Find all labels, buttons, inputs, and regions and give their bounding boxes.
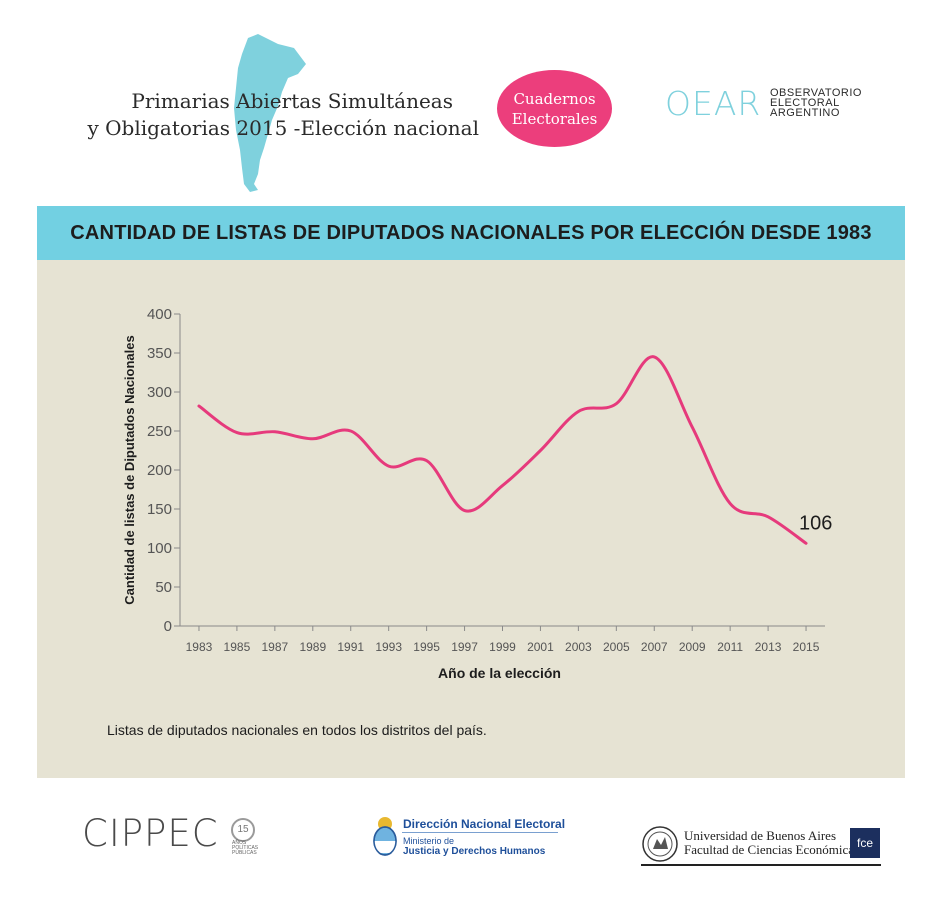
- oear-logo-text: OBSERVATORIO ELECTORAL ARGENTINO: [770, 87, 862, 119]
- x-tick-label: 1991: [337, 640, 364, 654]
- y-tick-label: 200: [147, 462, 172, 479]
- x-tick-label: 2001: [527, 640, 554, 654]
- cippec-sub-1: AÑOS: [232, 840, 247, 846]
- uba-seal-icon: [642, 826, 678, 862]
- y-tick-label: 0: [164, 618, 172, 635]
- fce-logo: fce: [850, 828, 880, 858]
- dne-title: Dirección Nacional Electoral: [403, 817, 566, 831]
- y-tick-label: 150: [147, 501, 172, 518]
- oear-logo: OEAR: [665, 84, 762, 123]
- header-title-line1: Primarias Abiertas Simultáneas: [131, 89, 453, 113]
- dne-divider: [402, 832, 558, 833]
- x-tick-label: 1995: [413, 640, 440, 654]
- header-title-line2: y Obligatorias 2015 -Elección nacional: [87, 116, 479, 140]
- x-tick-label: 1989: [299, 640, 326, 654]
- dne-ministry-name: Justicia y Derechos Humanos: [403, 846, 546, 857]
- dne-ministry: Ministerio de: [403, 836, 455, 846]
- x-tick-label: 1993: [375, 640, 402, 654]
- chart-footnote: Listas de diputados nacionales en todos …: [107, 722, 487, 738]
- x-tick-label: 2013: [755, 640, 782, 654]
- x-tick-label: 2003: [565, 640, 592, 654]
- y-axis-ticks: 0 50 100 150 200 250 300 350 400: [147, 306, 180, 635]
- x-axis-ticks: 1983 1985 1987 1989 1991 1993 1995 1997 1999 2001…: [186, 626, 820, 654]
- cuadernos-electorales-badge: Cuadernos Electorales: [497, 70, 612, 147]
- y-axis-label: Cantidad de listas de Diputados Nacional…: [122, 335, 137, 604]
- y-tick-label: 300: [147, 384, 172, 401]
- y-tick-label: 350: [147, 345, 172, 362]
- y-tick-label: 400: [147, 306, 172, 323]
- cippec-sub-2: POLÍTICAS: [232, 845, 259, 851]
- argentina-coat-of-arms-icon: [373, 817, 397, 856]
- badge-line1: Cuadernos: [513, 89, 596, 108]
- badge-line2: Electorales: [511, 109, 598, 128]
- series-line: [197, 355, 808, 545]
- cippec-sub-3: PÚBLICAS: [232, 850, 257, 856]
- uba-faculty: Facultad de Ciencias Económicas: [684, 842, 860, 857]
- x-tick-label: 2005: [603, 640, 630, 654]
- cippec-15-badge: 15: [231, 818, 255, 842]
- x-tick-label: 2007: [641, 640, 668, 654]
- uba-name: Universidad de Buenos Aires: [684, 828, 837, 843]
- x-tick-label: 1983: [186, 640, 213, 654]
- x-tick-label: 2015: [793, 640, 820, 654]
- y-tick-label: 100: [147, 540, 172, 557]
- x-axis-label: Año de la elección: [438, 665, 561, 681]
- chart-title-banner: CANTIDAD DE LISTAS DE DIPUTADOS NACIONAL…: [37, 206, 905, 260]
- x-tick-label: 1985: [224, 640, 251, 654]
- cippec-logo: CIPPEC: [82, 812, 219, 855]
- y-tick-label: 50: [155, 579, 172, 596]
- oear-line1: OBSERVATORIO: [770, 87, 862, 99]
- oear-line3: ARGENTINO: [770, 107, 840, 119]
- cippec-subtitle: AÑOS POLÍTICAS PÚBLICAS: [232, 841, 258, 856]
- argentina-map-icon: [234, 34, 306, 192]
- uba-divider: [641, 864, 881, 866]
- y-tick-label: 250: [147, 423, 172, 440]
- x-tick-label: 1987: [262, 640, 289, 654]
- chart-panel: [37, 260, 905, 778]
- x-tick-label: 2009: [679, 640, 706, 654]
- x-tick-label: 2011: [717, 640, 743, 654]
- chart-axes: [179, 314, 825, 627]
- chart-title: CANTIDAD DE LISTAS DE DIPUTADOS NACIONAL…: [70, 221, 872, 244]
- x-tick-label: 1999: [489, 640, 516, 654]
- data-label-106: 106: [799, 512, 832, 534]
- oear-line2: ELECTORAL: [770, 97, 840, 109]
- x-tick-label: 1997: [451, 640, 478, 654]
